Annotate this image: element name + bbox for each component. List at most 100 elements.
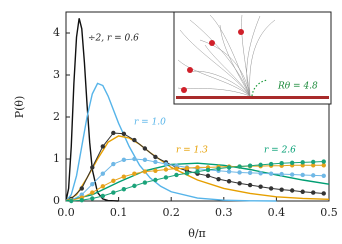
data-point <box>132 183 137 189</box>
data-point <box>132 171 137 176</box>
data-point <box>258 184 263 189</box>
data-point <box>153 159 158 165</box>
data-point <box>289 172 295 177</box>
data-point <box>142 146 148 151</box>
y-tick-label: 0 <box>53 194 60 207</box>
x-tick-label: 0.3 <box>215 206 233 219</box>
data-point <box>163 161 169 167</box>
data-point <box>90 196 95 201</box>
data-point <box>311 190 316 195</box>
data-point <box>216 166 221 171</box>
data-point <box>279 171 284 177</box>
theory-curve <box>65 18 119 202</box>
data-point <box>258 162 263 168</box>
data-point <box>121 187 127 192</box>
data-point <box>100 144 106 149</box>
data-point <box>321 159 326 164</box>
data-point <box>132 156 137 162</box>
data-point <box>184 166 190 171</box>
data-point <box>153 154 158 160</box>
data-point <box>300 160 305 165</box>
data-point <box>174 166 179 171</box>
data-point <box>279 161 284 166</box>
data-point <box>226 179 232 184</box>
data-point <box>90 182 95 187</box>
data-point <box>79 186 84 191</box>
plot-area: 0.0 0.1 0.2 0.3 0.4 0.5 0 1 2 3 4 ÷2, r = 0.6 r = 1.… <box>53 11 338 219</box>
data-point <box>121 157 127 163</box>
x-tick-label: 0.0 <box>57 206 75 219</box>
theory-curve <box>65 162 330 202</box>
data-point <box>142 169 148 174</box>
curve-label: ÷2, r = 0.6 <box>88 34 139 44</box>
data-point <box>142 180 148 185</box>
y-tick-label: 3 <box>53 68 60 81</box>
data-point <box>69 198 74 204</box>
theory-curve <box>65 82 277 202</box>
x-tick-label: 0.1 <box>110 206 128 219</box>
y-tick-label: 1 <box>53 152 60 165</box>
data-point <box>90 165 95 170</box>
data-point <box>247 182 253 188</box>
data-point <box>311 173 316 178</box>
data-point <box>100 193 106 199</box>
data-point <box>142 157 148 163</box>
data-point <box>111 190 116 195</box>
data-point <box>184 171 190 176</box>
curve-label: r = 1.0 <box>134 118 166 128</box>
data-point <box>100 171 106 176</box>
data-point <box>205 167 211 173</box>
data-point <box>300 189 305 194</box>
data-point <box>247 170 253 176</box>
x-axis-label: θ/π <box>188 227 206 240</box>
data-point <box>111 130 116 136</box>
data-point <box>132 137 137 143</box>
y-axis-label: P(θ) <box>13 96 26 119</box>
data-point <box>100 184 106 189</box>
data-point <box>311 163 316 168</box>
data-point <box>79 197 84 203</box>
x-tick-label: 0.5 <box>320 206 338 219</box>
data-point <box>121 174 127 179</box>
data-point <box>268 171 274 176</box>
data-point <box>321 191 326 196</box>
data-point <box>195 165 200 170</box>
data-point <box>153 177 158 183</box>
x-tick-label: 0.4 <box>268 206 286 219</box>
data-point <box>268 186 274 191</box>
data-point <box>237 170 242 175</box>
data-point <box>163 175 169 180</box>
data-point <box>247 163 253 168</box>
data-point <box>205 173 211 178</box>
data-point <box>258 171 263 176</box>
data-point <box>237 181 242 186</box>
data-point <box>321 173 326 178</box>
data-point <box>226 165 232 170</box>
data-point <box>237 164 242 169</box>
data-point <box>111 178 116 184</box>
y-tick-label: 2 <box>53 110 60 123</box>
data-point <box>279 187 284 192</box>
data-point <box>153 168 158 173</box>
data-point <box>90 190 95 195</box>
data-point <box>268 161 274 167</box>
x-tick-label: 0.2 <box>162 206 180 219</box>
curve-label: r = 1.3 <box>176 146 208 156</box>
y-tick-label: 4 <box>53 26 60 39</box>
data-point <box>300 172 305 178</box>
data-point <box>311 159 316 165</box>
data-point <box>289 188 295 193</box>
inset-label: Rθ = 4.8 <box>277 82 318 92</box>
inset: Rθ = 4.8 <box>173 11 332 105</box>
data-point <box>174 172 179 178</box>
data-point <box>121 131 127 136</box>
data-point <box>321 163 326 168</box>
curve-label: r = 2.6 <box>264 146 296 156</box>
data-point <box>195 169 200 174</box>
data-point <box>289 160 295 165</box>
data-point <box>163 167 169 172</box>
data-point <box>111 161 116 167</box>
data-point <box>226 169 232 174</box>
data-point <box>216 176 221 182</box>
